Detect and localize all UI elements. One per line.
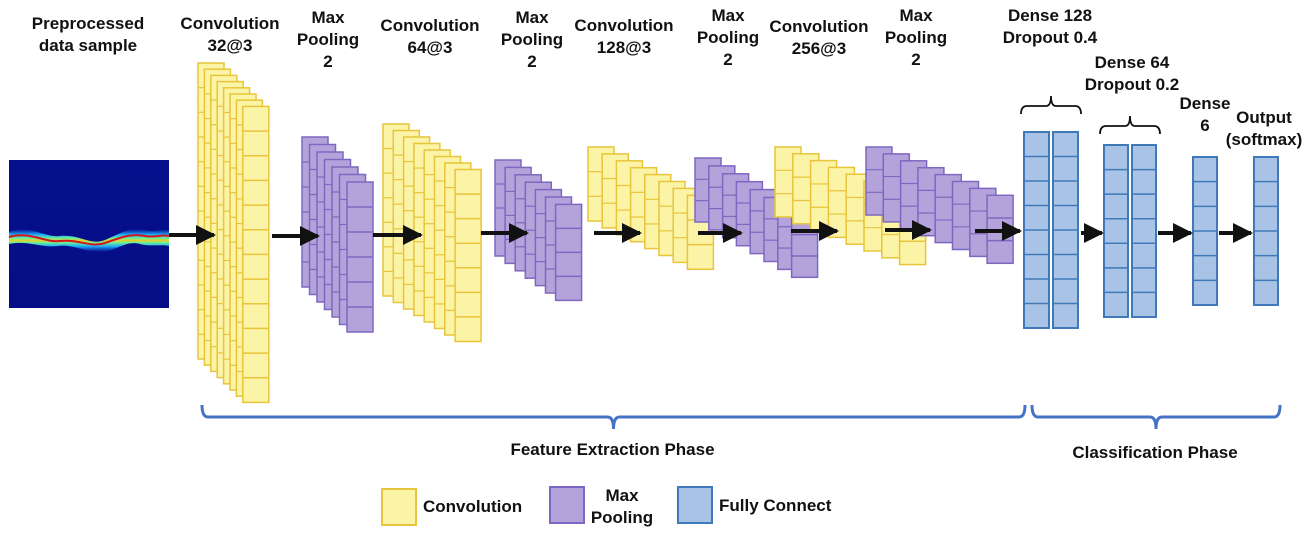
pool2-label: Max Pooling 2 (500, 8, 564, 71)
classification-brace (1030, 404, 1282, 430)
feature-extraction-phase-label: Feature Extraction Phase (510, 440, 715, 459)
dense1-column-group (1023, 131, 1079, 329)
dense2-column-group (1103, 144, 1157, 318)
conv2-stack (382, 123, 482, 343)
input-data-sample-image (8, 160, 170, 308)
dense2-label: Dense 64 Dropout 0.2 (1084, 53, 1180, 94)
pool1-stack (301, 136, 374, 333)
dense1-label: Dense 128 Dropout 0.4 (1002, 6, 1098, 47)
conv1-stack (197, 62, 270, 404)
dense3-label: Dense 6 (1179, 94, 1231, 135)
layer-stacks (197, 62, 1279, 404)
pool1-label: Max Pooling 2 (296, 8, 360, 71)
legend-fully-connect-label: Fully Connect (719, 496, 832, 515)
dense1-brace (1020, 95, 1082, 115)
pool4-label: Max Pooling 2 (884, 6, 948, 69)
output-label: Output (softmax) (1225, 108, 1303, 149)
classification-phase-label: Classification Phase (1072, 443, 1238, 462)
flow-arrows (169, 220, 1253, 246)
conv3-label: Convolution 128@3 (574, 16, 674, 57)
braces (200, 95, 1282, 430)
conv4-label: Convolution 256@3 (769, 17, 869, 58)
legend-convolution-swatch (381, 488, 417, 526)
conv2-front-sheet (454, 168, 482, 343)
legend-maxpool-label: Max Pooling (590, 486, 654, 527)
dense3-column-group (1192, 156, 1218, 306)
input-label: Preprocessed data sample (31, 14, 145, 55)
pool3-label: Max Pooling 2 (696, 6, 760, 69)
conv1-label: Convolution 32@3 (180, 14, 280, 55)
dense2-brace (1099, 115, 1161, 135)
legend-convolution-label: Convolution (423, 497, 523, 516)
output-column-group (1253, 156, 1279, 306)
dense2-column (1103, 144, 1129, 318)
dense2-column (1131, 144, 1157, 318)
feature-extraction-brace (200, 404, 1027, 430)
legend-maxpool-swatch (549, 486, 585, 524)
legend-fully-connect-swatch (677, 486, 713, 524)
pool2-stack (494, 159, 583, 302)
conv2-label: Convolution 64@3 (380, 16, 480, 57)
